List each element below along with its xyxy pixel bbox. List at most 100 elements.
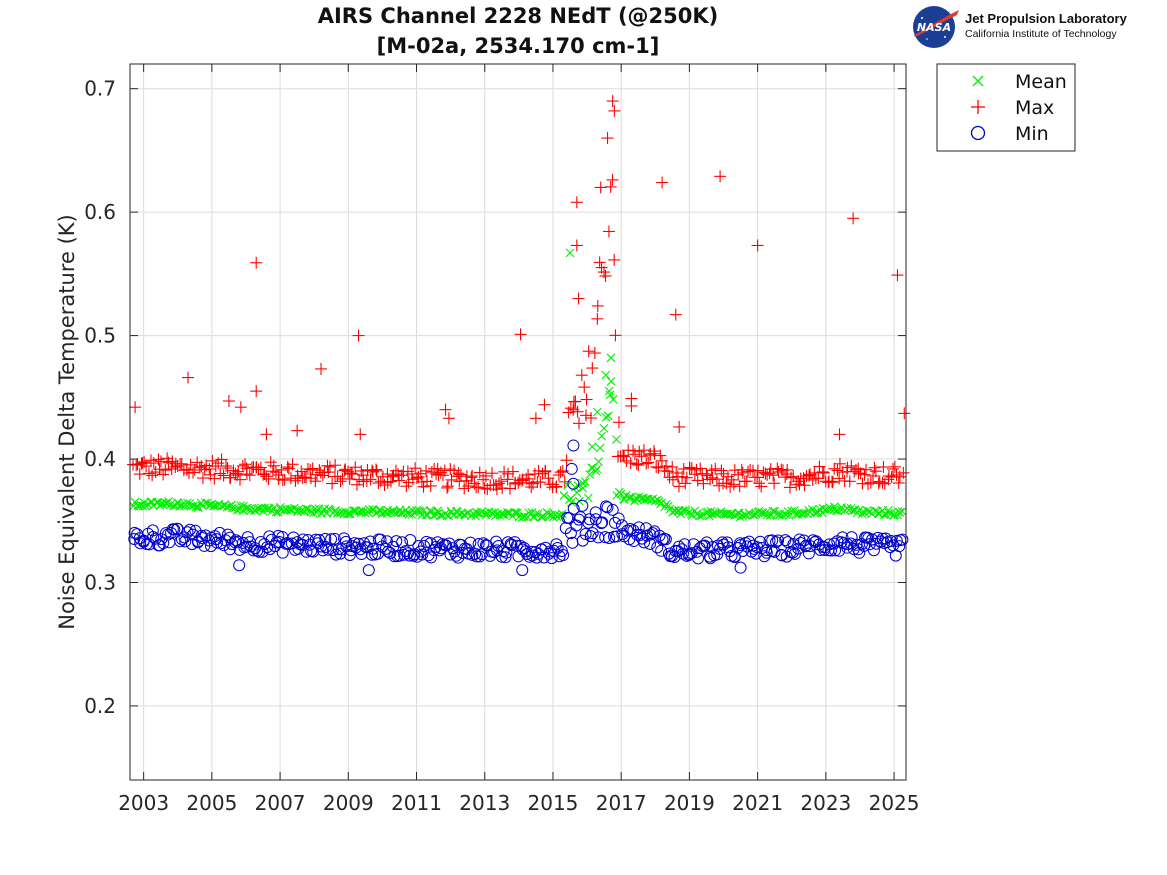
marker-max <box>860 463 873 476</box>
marker-max <box>409 462 422 475</box>
marker-min <box>361 541 374 554</box>
marker-min <box>583 513 596 526</box>
marker-max <box>640 457 653 470</box>
marker-mean <box>404 509 414 519</box>
marker-min <box>464 536 477 549</box>
marker-min <box>404 533 417 546</box>
marker-max-outlier <box>601 132 614 145</box>
marker-max <box>612 416 625 429</box>
marker-mean <box>605 390 615 400</box>
marker-mean <box>601 412 611 422</box>
marker-max-outlier <box>514 328 527 341</box>
marker-max-outlier <box>250 256 263 269</box>
marker-max-outlier <box>570 239 583 252</box>
marker-max <box>370 463 383 476</box>
x-tick-label: 2013 <box>459 791 510 815</box>
marker-max <box>217 469 230 482</box>
marker-min <box>768 545 781 558</box>
marker-min <box>600 500 613 513</box>
marker-mean <box>738 511 748 521</box>
marker-mean-outlier <box>565 248 575 258</box>
marker-mean <box>236 501 245 510</box>
marker-min <box>430 540 443 553</box>
marker-min <box>596 516 609 529</box>
marker-max <box>393 474 406 487</box>
marker-max <box>506 465 519 478</box>
marker-max <box>624 457 637 470</box>
marker-min <box>529 546 542 559</box>
marker-max <box>817 466 830 479</box>
marker-mean <box>599 424 609 433</box>
marker-max <box>897 466 910 479</box>
marker-max <box>691 474 704 487</box>
y-tick-label: 0.7 <box>84 77 116 101</box>
marker-max <box>331 470 344 483</box>
marker-max <box>412 471 425 484</box>
marker-max <box>142 467 155 480</box>
marker-max-outlier <box>673 420 686 433</box>
marker-min <box>751 541 764 554</box>
marker-max-outlier <box>898 407 911 420</box>
marker-min-outlier <box>516 564 529 577</box>
marker-mean <box>425 506 435 516</box>
marker-mean <box>311 508 321 517</box>
marker-max <box>166 455 179 468</box>
marker-max <box>648 447 661 460</box>
marker-max <box>389 464 402 477</box>
marker-max-outlier <box>442 412 455 425</box>
marker-mean <box>895 508 905 517</box>
marker-mean <box>511 508 521 518</box>
marker-mean <box>320 504 330 514</box>
marker-max <box>793 478 806 491</box>
marker-min <box>412 539 425 552</box>
marker-mean <box>308 508 318 518</box>
marker-min <box>544 545 557 558</box>
marker-min-outlier <box>565 462 578 475</box>
marker-mean <box>374 505 384 515</box>
chart-title: AIRS Channel 2228 NEdT (@250K) <box>317 4 719 28</box>
marker-max <box>890 468 903 481</box>
marker-max <box>193 461 206 474</box>
marker-max <box>140 460 153 473</box>
marker-max <box>798 479 811 492</box>
marker-max <box>350 478 363 491</box>
marker-mean <box>595 443 605 453</box>
y-tick-label: 0.5 <box>84 324 116 348</box>
marker-max <box>313 464 326 477</box>
marker-mean <box>547 510 557 520</box>
marker-max-outlier <box>751 239 764 252</box>
marker-max <box>742 465 755 478</box>
marker-max-outlier <box>354 428 367 441</box>
marker-min <box>379 542 392 555</box>
marker-mean <box>831 506 841 516</box>
marker-max <box>309 475 322 488</box>
marker-min-outlier <box>362 564 375 577</box>
legend-box <box>936 63 1076 152</box>
marker-min <box>867 544 880 557</box>
marker-mean <box>650 496 660 506</box>
marker-mean <box>681 507 691 516</box>
marker-max <box>159 464 172 477</box>
marker-min <box>495 550 508 563</box>
marker-max <box>680 471 693 484</box>
marker-max <box>300 471 313 484</box>
marker-min <box>579 528 592 541</box>
marker-max <box>887 462 900 475</box>
marker-min <box>316 544 329 557</box>
marker-max <box>868 461 881 474</box>
marker-max <box>727 478 740 491</box>
marker-max <box>329 459 342 472</box>
marker-max-outlier <box>714 170 727 183</box>
marker-mean <box>660 502 670 512</box>
marker-min <box>181 526 194 539</box>
marker-min <box>217 539 230 552</box>
marker-max <box>196 472 209 485</box>
marker-max <box>831 464 844 477</box>
marker-max-outlier <box>291 424 304 437</box>
marker-min <box>501 536 514 549</box>
marker-max <box>867 469 880 482</box>
marker-min <box>576 499 589 512</box>
marker-min <box>775 549 788 562</box>
marker-mean <box>227 503 237 513</box>
marker-max <box>877 460 890 473</box>
